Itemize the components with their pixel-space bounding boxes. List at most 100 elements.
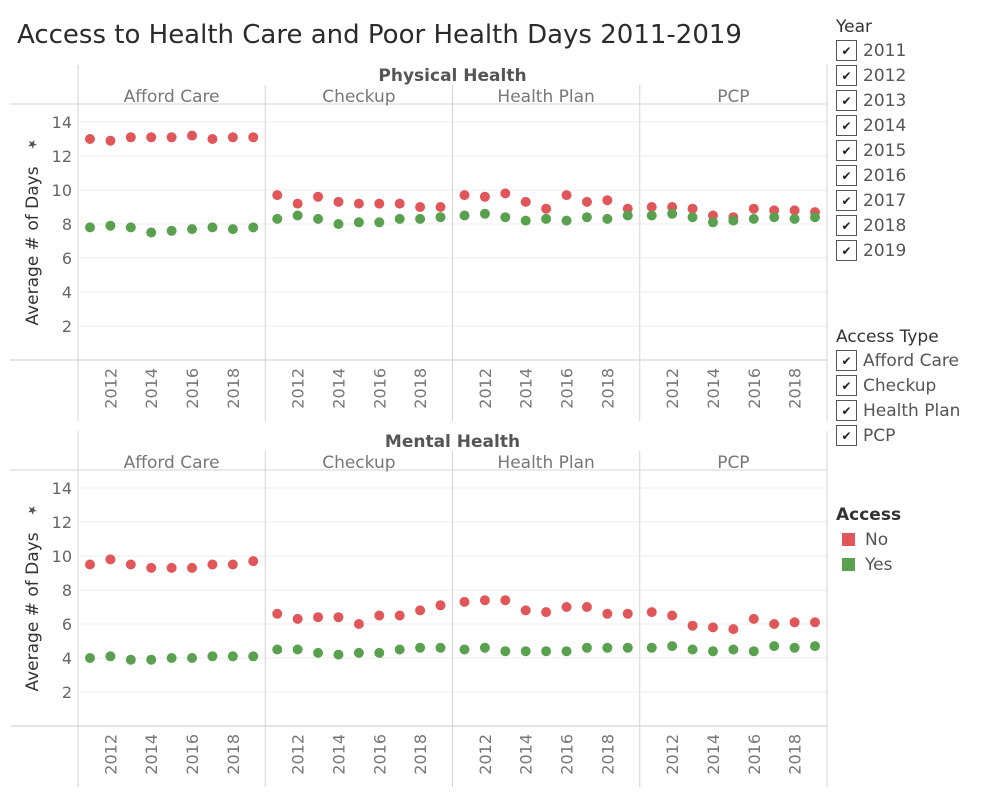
data-point-yes [125,222,136,233]
checkbox-icon[interactable]: ✔ [836,400,857,421]
data-point-yes [125,654,136,665]
data-point-yes [687,212,698,223]
x-tick-label: 2016 [745,368,764,409]
year-filter-item-2013[interactable]: ✔ 2013 [836,88,906,113]
data-point-yes [333,219,344,229]
data-point-yes [500,646,511,657]
data-point-yes [479,642,490,653]
year-filter-item-2011[interactable]: ✔ 2011 [836,38,906,63]
data-point-no [415,202,426,212]
data-point-no [166,562,177,573]
access-type-filter-item-checkup[interactable]: ✔ Checkup [836,373,960,398]
checkbox-icon[interactable]: ✔ [836,190,857,211]
data-point-yes [272,213,283,224]
data-point-no [459,190,470,201]
x-tick-label: 2012 [101,368,120,409]
data-point-yes [394,644,405,655]
access-type-filter: Access Type ✔ Afford Care ✔ Checkup ✔ Health … [836,326,960,448]
x-tick-label: 2012 [476,368,495,409]
filter-item-label: 2011 [863,40,907,61]
data-point-no [166,132,177,143]
data-point-yes [707,646,718,657]
panel-row-header-physical-health: Physical Health [378,66,526,86]
data-point-yes [187,653,198,663]
data-point-no [313,612,324,623]
year-filter-item-2014[interactable]: ✔ 2014 [836,113,906,138]
data-point-no [207,134,218,144]
data-point-yes [459,210,470,221]
data-point-no [105,135,116,146]
data-point-yes [789,642,800,653]
data-point-yes [810,212,820,223]
y-tick-label: 4 [62,283,72,302]
y-tick-label: 6 [62,249,72,268]
data-point-no [227,559,238,570]
data-point-yes [748,213,759,224]
data-point-yes [561,215,572,226]
checkbox-icon[interactable]: ✔ [836,240,857,261]
access-type-filter-item-pcp[interactable]: ✔ PCP [836,423,960,448]
y-tick-label: 8 [62,215,72,234]
checkbox-icon[interactable]: ✔ [836,425,857,446]
data-point-yes [415,642,426,653]
year-filter-item-2012[interactable]: ✔ 2012 [836,63,906,88]
access-type-filter-item-health-plan[interactable]: ✔ Health Plan [836,398,960,423]
data-point-no [374,610,385,621]
access-type-filter-title: Access Type [836,327,939,347]
column-header-afford-care: Afford Care [124,453,220,473]
x-tick-label: 2014 [142,368,161,409]
data-point-yes [248,651,259,662]
data-point-yes [581,212,592,223]
data-point-yes [646,642,657,653]
data-point-no [479,595,490,606]
data-point-yes [622,642,633,653]
year-filter-item-2019[interactable]: ✔ 2019 [836,238,906,263]
data-point-no [353,619,364,629]
checkbox-icon[interactable]: ✔ [836,115,857,136]
data-point-no [313,191,324,202]
legend-swatch [842,533,855,546]
data-point-no [541,203,552,214]
data-point-yes [500,212,511,223]
year-filter-item-2018[interactable]: ✔ 2018 [836,213,906,238]
legend-title: Access [836,505,902,525]
data-point-no [748,613,759,624]
checkbox-icon[interactable]: ✔ [836,90,857,111]
data-point-no [602,195,613,206]
checkbox-icon[interactable]: ✔ [836,65,857,86]
data-point-no [748,203,759,214]
data-point-no [415,605,426,616]
checkbox-icon[interactable]: ✔ [836,215,857,236]
data-point-yes [520,215,531,226]
x-tick-label: 2012 [101,734,120,775]
data-point-no [394,198,405,209]
legend-item-yes[interactable]: Yes [836,552,901,577]
checkbox-icon[interactable]: ✔ [836,165,857,186]
access-type-filter-item-afford-care[interactable]: ✔ Afford Care [836,348,960,373]
data-point-no [353,198,364,209]
data-point-no [687,620,698,631]
data-point-no [394,610,405,621]
x-tick-label: 2014 [517,734,536,775]
legend-item-no[interactable]: No [836,527,901,552]
year-filter-item-2015[interactable]: ✔ 2015 [836,138,906,163]
year-filter-item-2017[interactable]: ✔ 2017 [836,188,906,213]
checkbox-icon[interactable]: ✔ [836,350,857,371]
data-point-no [187,130,198,141]
data-point-no [435,600,446,611]
data-point-yes [146,227,157,238]
data-point-no [810,617,820,628]
y-tick-label: 12 [52,147,72,166]
data-point-no [520,196,531,207]
checkbox-icon[interactable]: ✔ [836,140,857,161]
y-axis-label: Average # of Days [23,166,43,325]
data-point-no [581,602,592,612]
year-filter-item-2016[interactable]: ✔ 2016 [836,163,906,188]
checkbox-icon[interactable]: ✔ [836,375,857,396]
data-point-no [479,191,490,202]
column-header-pcp: PCP [717,87,749,107]
data-point-no [207,559,218,570]
column-header-afford-care: Afford Care [124,87,220,107]
column-header-health-plan: Health Plan [497,87,594,107]
checkbox-icon[interactable]: ✔ [836,40,857,61]
